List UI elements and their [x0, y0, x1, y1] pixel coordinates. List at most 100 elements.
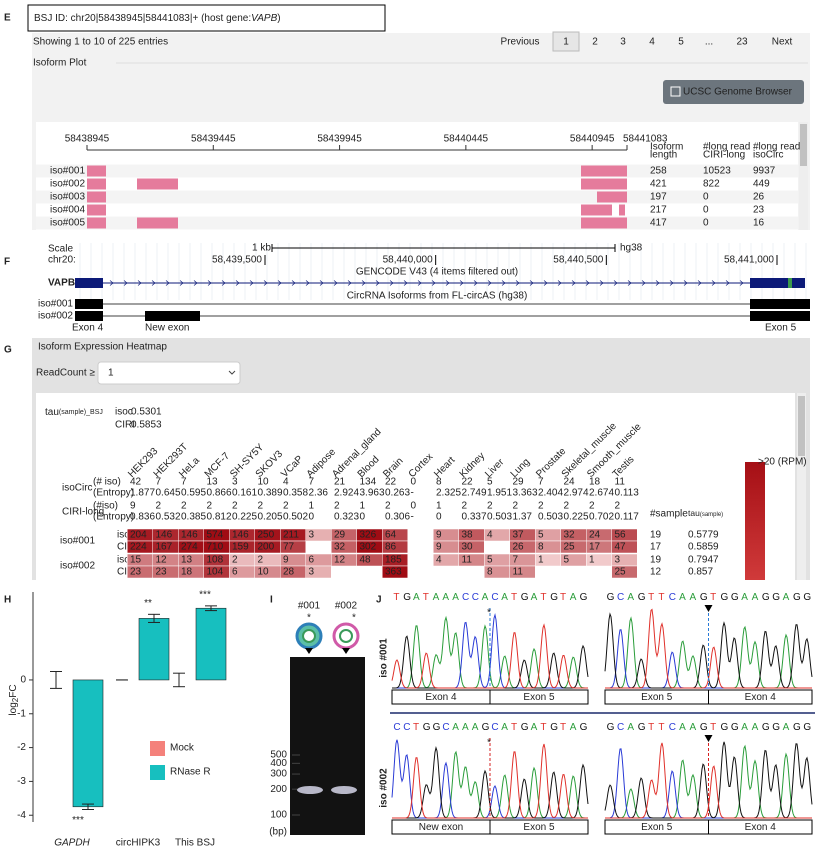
y-label-part: log: [8, 702, 19, 715]
ucsc-button-label[interactable]: UCSC Genome Browser: [683, 87, 793, 98]
heat-value: 146: [156, 530, 173, 541]
filter-select[interactable]: [97, 361, 241, 385]
gene-exon: [75, 278, 103, 288]
page-link[interactable]: ...: [705, 37, 713, 48]
heat-value: 363: [385, 567, 402, 578]
base: C: [442, 722, 449, 733]
summary-cell: 2.974: [564, 488, 589, 499]
summary-cell: 0.161: [232, 488, 257, 499]
base: C: [669, 722, 676, 733]
cell: 26: [753, 192, 765, 203]
ladder-label: 500: [270, 750, 287, 761]
page-link[interactable]: 2: [592, 37, 598, 48]
isoform-name: iso#004: [50, 205, 85, 216]
heat-value: 5: [564, 555, 570, 566]
summary-cell: 0.117: [615, 512, 640, 523]
heat-value: 11: [462, 555, 473, 566]
column-header: #long read: [753, 142, 800, 153]
strand-arrow: [739, 280, 744, 286]
strand-arrow: [305, 280, 310, 286]
error-bar: [50, 670, 62, 689]
error-bar: [82, 803, 94, 810]
y-tick-label: 0: [20, 675, 26, 686]
summary-cell: 2: [513, 501, 519, 512]
summary-cell: 1: [309, 501, 315, 512]
base: A: [741, 592, 748, 603]
exon: [75, 299, 103, 309]
junction-marker: *: [487, 738, 491, 749]
heat-value: 326: [360, 530, 377, 541]
page-link[interactable]: 23: [736, 37, 748, 48]
base: A: [752, 722, 759, 733]
isoform-name: iso#005: [50, 218, 85, 229]
base: A: [452, 722, 459, 733]
summary-cell: 0.385: [181, 512, 206, 523]
heat-value: 10: [258, 567, 270, 578]
strand-arrow: [249, 280, 254, 286]
exon: [87, 217, 106, 229]
heat-value: 574: [207, 530, 224, 541]
page-link[interactable]: 5: [678, 37, 684, 48]
tau-sample-part: (sample): [700, 512, 723, 518]
heat-value: 274: [181, 542, 198, 553]
base: A: [570, 722, 577, 733]
page-link[interactable]: 3: [620, 37, 626, 48]
summary-cell: 3: [232, 477, 238, 488]
heat-value: 250: [258, 530, 275, 541]
page-link[interactable]: 4: [649, 37, 655, 48]
x-tick-label: This BSJ: [175, 838, 215, 849]
page-link[interactable]: Previous: [501, 37, 540, 48]
axis-tick-label: 58439445: [191, 134, 236, 145]
chrom-label: chr20:: [48, 255, 76, 266]
row-stripe: [36, 190, 798, 204]
strand-arrow: [725, 280, 730, 286]
base: G: [803, 722, 811, 733]
ucsc-button[interactable]: [663, 80, 804, 104]
summary-cell: 0.358: [283, 488, 308, 499]
heat-cell: [280, 540, 306, 554]
exon: [597, 191, 627, 203]
base: T: [511, 722, 517, 733]
strand-arrow: [291, 280, 296, 286]
strand-arrow: [585, 280, 590, 286]
base: A: [472, 722, 479, 733]
summary-cell: 7: [156, 477, 162, 488]
base: G: [772, 722, 780, 733]
gene-exon-highlight: [788, 278, 792, 288]
base: G: [482, 722, 490, 733]
heat-value: 12: [156, 555, 168, 566]
summary-cell: 2: [615, 501, 621, 512]
heat-value: 224: [130, 542, 147, 553]
summary-row-label: (#iso): [93, 501, 118, 512]
summary-cell: 2: [258, 501, 264, 512]
base: A: [442, 592, 449, 603]
heat-cell: [509, 565, 536, 579]
summary-cell: 134: [360, 477, 377, 488]
error-bar: [173, 672, 185, 688]
legend-swatch: [150, 765, 165, 780]
summary-cell: 11: [615, 477, 626, 488]
summary-cell: 0.812: [207, 512, 232, 523]
filter-value[interactable]: 1: [108, 368, 114, 379]
base: A: [689, 722, 696, 733]
heat-value: 9: [436, 530, 442, 541]
summary-cell: 0: [411, 501, 417, 512]
heat-value: 167: [156, 542, 173, 553]
colorbar: [745, 462, 765, 580]
bsj-id-part: VAPB: [251, 13, 277, 24]
bsj-id-part: BSJ ID: chr20|58438945|58441083|+ (host …: [34, 13, 251, 24]
heat-value: 13: [181, 555, 193, 566]
summary-cell: 0.532: [156, 512, 181, 523]
summary-cell: 0.225: [564, 512, 589, 523]
summary-cell: 2: [156, 501, 162, 512]
page-link[interactable]: Next: [772, 37, 793, 48]
tau-sample-header: tau(sample): [688, 508, 723, 518]
exon: [581, 204, 612, 216]
x-tick-label: circHIPK3: [116, 838, 161, 849]
tau-label-part: (sample)_BSJ: [59, 409, 103, 416]
exon-label: Exon 5: [641, 822, 673, 833]
base: G: [521, 722, 529, 733]
page-link[interactable]: 1: [563, 37, 569, 48]
